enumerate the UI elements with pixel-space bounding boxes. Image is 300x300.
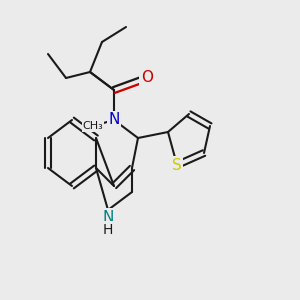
Text: N: N: [102, 210, 114, 225]
Text: N: N: [108, 112, 120, 128]
Text: H: H: [103, 223, 113, 236]
Text: O: O: [141, 70, 153, 86]
Text: S: S: [172, 158, 182, 172]
Text: CH₃: CH₃: [82, 121, 103, 131]
